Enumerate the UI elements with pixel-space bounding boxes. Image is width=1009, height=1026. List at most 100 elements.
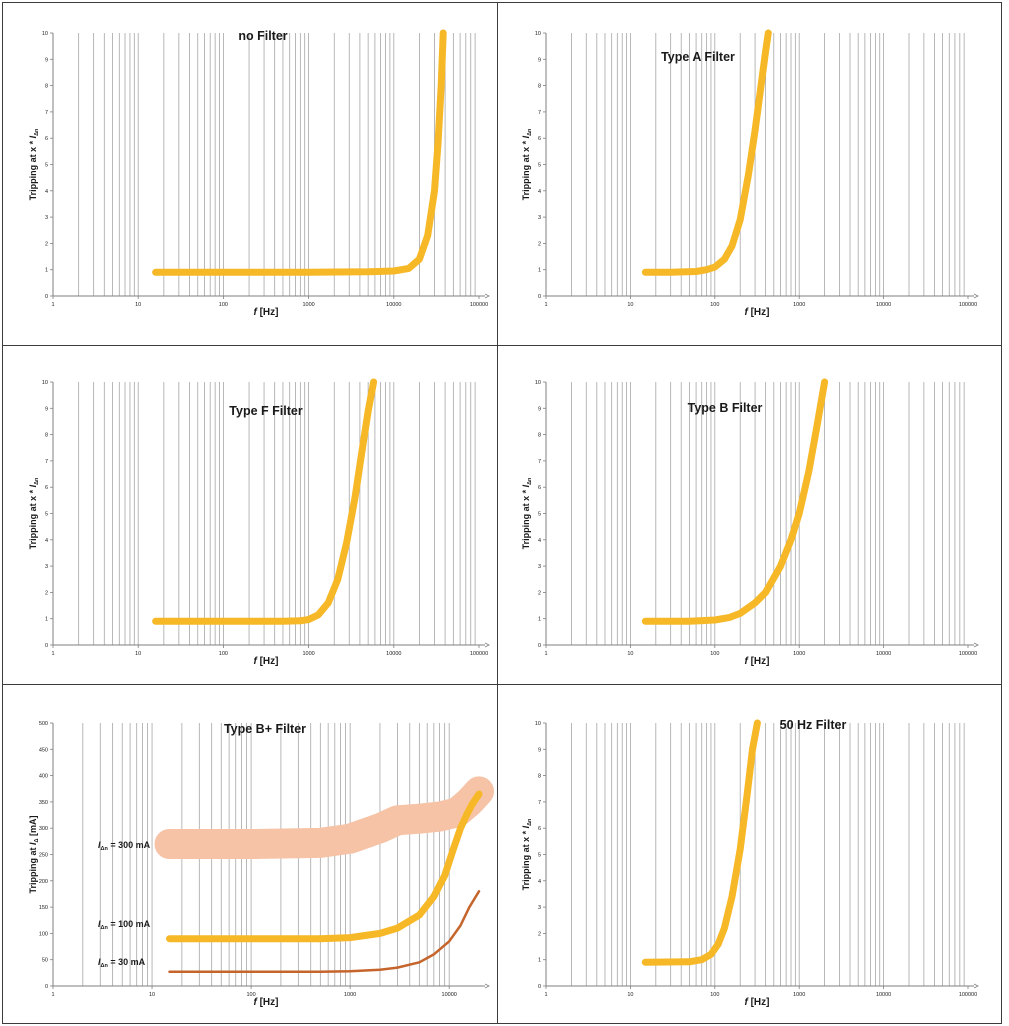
panel-type-b-filter: 0 1 2 3 4 5 6 7 8 9 10 1 10 100 1000 10000 100000 Type B … [497,345,1002,685]
y-tick-label: 7 [538,459,541,465]
y-axis-label: Tripping at x * IΔn [521,128,533,200]
series-line-1 [641,29,772,276]
chart-type-b-plus-filter: 0 50 100 150 200 250 300 350 400 450 500 1 10 100 1000… [28,721,494,1008]
series-line-1 [641,719,761,966]
chart-title: Type B Filter [688,401,763,415]
x-tick-label: 1000 [793,302,805,308]
y-tick-label: 2 [538,590,541,596]
gridlines [571,382,965,645]
x-tick-label: 100000 [470,651,488,657]
x-axis-label: f [Hz] [253,656,278,667]
y-tick-label: 2 [45,241,48,247]
panel-50hz-filter: 0 1 2 3 4 5 6 7 8 9 10 1 10 100 1000 10000 100000 50 Hz F… [497,684,1002,1024]
x-tick-label: 100 [219,302,228,308]
y-tick-label: 3 [538,905,541,911]
y-tick-label: 350 [39,800,48,806]
y-tick-label: 8 [538,774,541,780]
y-tick-label: 0 [538,984,541,990]
x-axis-label: f [Hz] [744,656,769,667]
panel-type-f-filter: 0 1 2 3 4 5 6 7 8 9 10 1 10 100 1000 10000 100000 Type F … [2,345,498,685]
y-tick-label: 7 [538,110,541,116]
chart-title: Type A Filter [661,50,735,64]
x-tick-label: 1000 [793,651,805,657]
gridlines [78,33,476,296]
y-tick-label: 10 [535,380,541,386]
y-axis-label: Tripping at IΔ [mA] [28,816,40,894]
y-tick-label: 6 [538,136,541,142]
y-tick-label: 2 [45,590,48,596]
y-tick-label: 150 [39,905,48,911]
y-tick-label: 300 [39,826,48,832]
y-tick-label: 100 [39,931,48,937]
series-line-1 [641,378,829,625]
series-line-1 [152,29,447,276]
x-axis-arrow [973,642,979,648]
gridlines [571,723,965,986]
y-tick-label: 8 [538,84,541,90]
x-tick-label: 100 [710,302,719,308]
y-tick-label: 7 [45,110,48,116]
series-label-1: IΔn = 300 mA [98,840,151,852]
x-axis-arrow [484,983,490,989]
y-tick-label: 8 [45,433,48,439]
x-tick-label: 100 [710,651,719,657]
y-tick-label: 6 [45,485,48,491]
series-label-2: IΔn = 100 mA [98,919,151,931]
panel-no-filter: 0 1 2 3 4 5 6 7 8 9 10 1 10 100 1000 10000 100000 no Filt… [2,2,498,346]
y-tick-label: 9 [45,406,48,412]
y-tick-label: 450 [39,747,48,753]
x-tick-label: 10 [627,992,633,998]
y-tick-label: 5 [538,163,541,169]
x-tick-label: 100 [219,651,228,657]
y-tick-label: 1 [45,268,48,274]
x-tick-label: 10000 [876,651,891,657]
x-axis-label: f [Hz] [744,997,769,1008]
y-tick-label: 500 [39,721,48,727]
y-tick-label: 0 [45,984,48,990]
y-tick-label: 9 [45,57,48,63]
x-axis-label: f [Hz] [253,307,278,318]
y-tick-label: 0 [538,294,541,300]
y-tick-label: 7 [538,800,541,806]
x-tick-label: 100000 [959,302,977,308]
x-tick-label: 10 [627,651,633,657]
gridlines [78,382,476,645]
y-tick-label: 4 [538,189,541,195]
x-tick-label: 10 [135,302,141,308]
x-tick-label: 100 [246,992,255,998]
y-tick-label: 0 [45,643,48,649]
y-axis-label: Tripping at x * IΔn [28,128,40,200]
y-tick-label: 1 [538,268,541,274]
y-tick-label: 5 [538,853,541,859]
y-tick-label: 1 [45,617,48,623]
x-tick-label: 10000 [876,992,891,998]
x-tick-label: 1 [51,302,54,308]
y-tick-label: 1 [538,617,541,623]
y-tick-label: 8 [538,433,541,439]
y-tick-label: 6 [538,485,541,491]
y-tick-label: 8 [45,84,48,90]
x-tick-label: 1000 [344,992,356,998]
y-tick-label: 4 [45,189,48,195]
y-tick-label: 250 [39,853,48,859]
panel-type-b-plus-filter: 0 50 100 150 200 250 300 350 400 450 500 1 10 100 1000… [2,684,498,1024]
y-tick-label: 4 [538,879,541,885]
x-tick-label: 10000 [442,992,457,998]
y-tick-label: 5 [538,512,541,518]
x-tick-label: 1 [544,651,547,657]
y-tick-label: 200 [39,879,48,885]
x-tick-label: 1 [51,992,54,998]
x-tick-label: 1 [544,302,547,308]
y-tick-label: 7 [45,459,48,465]
x-tick-label: 1 [544,992,547,998]
y-tick-label: 3 [538,564,541,570]
chart-title: 50 Hz Filter [780,718,847,732]
y-tick-label: 9 [538,406,541,412]
x-tick-label: 1000 [793,992,805,998]
y-tick-label: 3 [45,564,48,570]
y-tick-label: 9 [538,747,541,753]
